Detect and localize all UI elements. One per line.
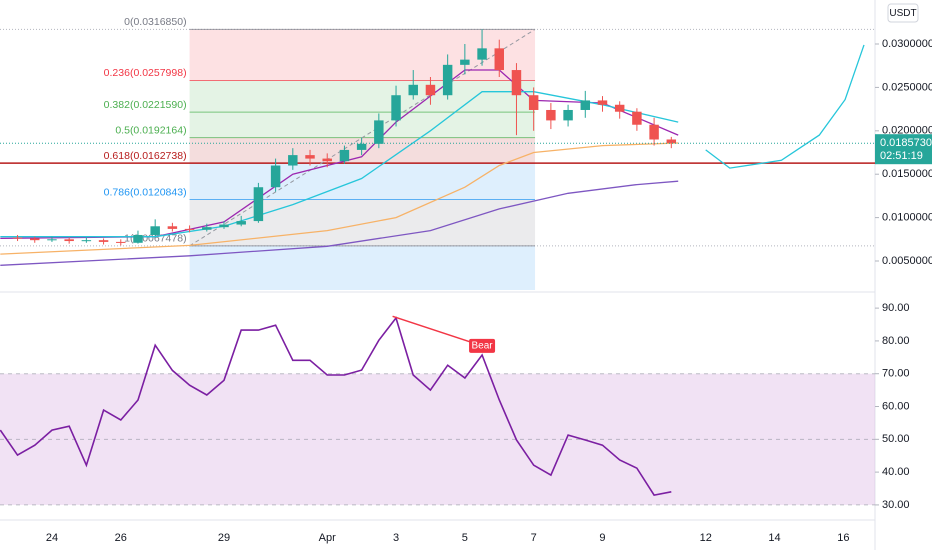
x-tick-label: 14	[768, 532, 780, 544]
divergence-label: Bear	[471, 340, 493, 351]
fib-extension-zone	[189, 245, 536, 290]
fib-zone	[189, 199, 536, 246]
candle-body	[167, 226, 178, 229]
candle-body	[442, 64, 453, 96]
y-tick-label: 50.00	[882, 433, 910, 445]
fib-level-label: 0.382(0.0221590)	[104, 99, 187, 111]
candle-body	[408, 84, 418, 96]
fib-zone	[189, 137, 536, 164]
y-tick-label: 90.00	[882, 302, 910, 314]
last-price-box	[875, 134, 932, 165]
candle-body	[477, 48, 487, 60]
x-tick-label: 29	[218, 532, 230, 544]
candle-body	[81, 240, 92, 242]
fib-level-label: 0.618(0.0162738)	[104, 150, 187, 162]
candle-body	[494, 48, 504, 71]
candle-body	[236, 221, 246, 225]
candle-body	[30, 238, 40, 241]
y-tick-label: 40.00	[882, 466, 910, 478]
y-tick-label: 30.00	[882, 499, 910, 511]
candle-body	[64, 239, 74, 242]
y-tick-label: 0.0150000	[882, 168, 932, 180]
y-tick-label: 0.0050000	[882, 255, 932, 267]
x-tick-label: 7	[531, 532, 537, 544]
last-price-label: 0.0185730	[880, 137, 932, 149]
candle-body	[374, 120, 384, 144]
candle-body	[632, 111, 642, 125]
y-tick-label: 0.0200000	[882, 125, 932, 137]
currency-button[interactable]	[887, 3, 919, 23]
fib-level-label: 0.5(0.0192164)	[115, 124, 186, 136]
candle-body	[270, 165, 281, 188]
divergence-line	[392, 315, 483, 347]
candle-body	[98, 240, 109, 242]
candle-body	[184, 228, 195, 230]
candle-body	[12, 237, 23, 239]
candle-body	[47, 239, 57, 241]
candle-body	[339, 149, 350, 162]
fib-level-label: 0.236(0.0257998)	[104, 67, 187, 79]
x-tick-label: 16	[837, 532, 849, 544]
candle-body	[253, 187, 264, 222]
candle-body	[614, 104, 625, 112]
countdown-label: 02:51:19	[880, 150, 923, 162]
x-tick-label: 24	[46, 532, 58, 544]
fib-level-label: 0(0.0316850)	[124, 16, 186, 28]
fib-zone	[189, 80, 536, 113]
indicator-line	[0, 142, 679, 255]
candle-body	[580, 100, 591, 110]
indicator-line	[0, 180, 679, 266]
x-tick-label: 9	[599, 532, 605, 544]
x-tick-label: 26	[115, 532, 127, 544]
candle-body	[202, 227, 212, 230]
y-tick-label: 60.00	[882, 400, 910, 412]
candle-body	[546, 109, 556, 121]
divergence-badge	[469, 338, 496, 353]
candle-body	[322, 158, 332, 162]
y-tick-label: 80.00	[882, 335, 910, 347]
x-tick-label: Apr	[319, 532, 336, 544]
candle-body	[649, 124, 659, 140]
candle-body	[305, 155, 315, 159]
candle-body	[597, 100, 608, 105]
candle-body	[150, 226, 160, 235]
price-plot: 0(0.0316850) 0.236(0.0257998) 0.382(0.0221…	[0, 16, 875, 290]
candle-body	[460, 59, 470, 65]
candle-body	[116, 241, 126, 243]
y-tick-label: 0.0250000	[882, 81, 932, 93]
candle-body	[219, 224, 229, 228]
fib-trend-line	[189, 28, 536, 247]
currency-label: USDT	[889, 8, 916, 19]
candle-body	[563, 109, 573, 121]
y-tick-label: 70.00	[882, 368, 910, 380]
candle-body	[528, 95, 539, 110]
rsi-line	[0, 316, 672, 496]
fib-level-label: 0.786(0.0120843)	[104, 186, 187, 198]
indicator-line	[705, 44, 865, 169]
x-tick-label: 12	[700, 532, 712, 544]
y-tick-label: 0.0100000	[882, 212, 932, 224]
x-tick-label: 5	[462, 532, 468, 544]
candle-body	[425, 84, 436, 96]
fib-zone	[189, 163, 536, 200]
candle-body	[133, 234, 143, 243]
candle-body	[666, 139, 677, 143]
y-tick-label: 0.0300000	[882, 38, 932, 50]
fib-zone	[189, 112, 536, 138]
x-tick-label: 3	[393, 532, 399, 544]
candle-body	[288, 155, 298, 166]
candle-body	[511, 70, 522, 96]
candle-body	[391, 95, 401, 121]
candle-body	[356, 143, 367, 150]
